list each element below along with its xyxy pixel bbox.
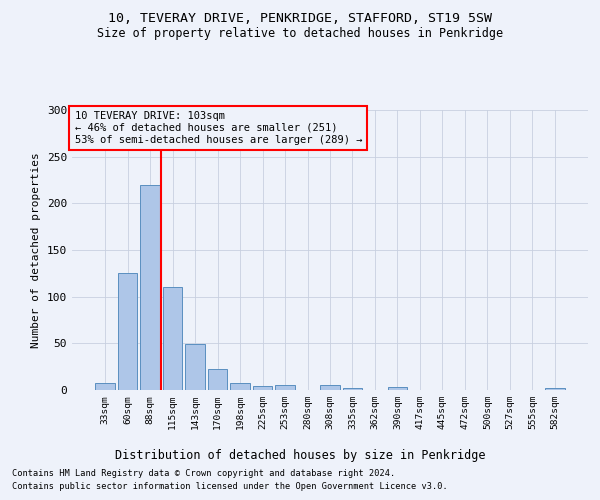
- Bar: [253, 386, 272, 390]
- Text: 10 TEVERAY DRIVE: 103sqm
← 46% of detached houses are smaller (251)
53% of semi-: 10 TEVERAY DRIVE: 103sqm ← 46% of detach…: [74, 112, 362, 144]
- Text: Contains HM Land Registry data © Crown copyright and database right 2024.: Contains HM Land Registry data © Crown c…: [12, 468, 395, 477]
- Bar: [95, 382, 115, 390]
- Text: Contains public sector information licensed under the Open Government Licence v3: Contains public sector information licen…: [12, 482, 448, 491]
- Text: 10, TEVERAY DRIVE, PENKRIDGE, STAFFORD, ST19 5SW: 10, TEVERAY DRIVE, PENKRIDGE, STAFFORD, …: [108, 12, 492, 26]
- Bar: [343, 388, 362, 390]
- Text: Size of property relative to detached houses in Penkridge: Size of property relative to detached ho…: [97, 28, 503, 40]
- Bar: [163, 288, 182, 390]
- Bar: [320, 386, 340, 390]
- Bar: [118, 274, 137, 390]
- Bar: [275, 386, 295, 390]
- Bar: [545, 388, 565, 390]
- Bar: [388, 387, 407, 390]
- Bar: [208, 370, 227, 390]
- Bar: [230, 382, 250, 390]
- Text: Distribution of detached houses by size in Penkridge: Distribution of detached houses by size …: [115, 448, 485, 462]
- Y-axis label: Number of detached properties: Number of detached properties: [31, 152, 41, 348]
- Bar: [140, 184, 160, 390]
- Bar: [185, 344, 205, 390]
